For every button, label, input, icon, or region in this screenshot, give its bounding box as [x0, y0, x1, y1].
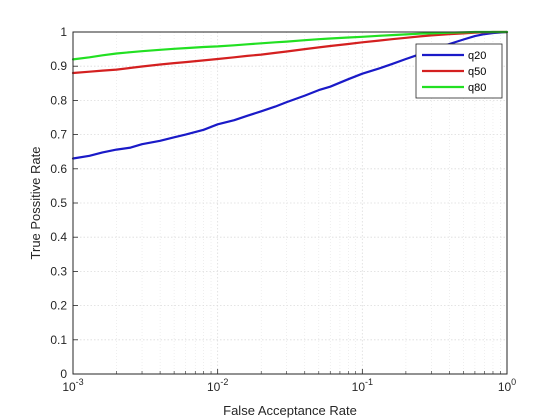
y-tick-label: 0.7: [50, 128, 67, 142]
x-tick-label: 100: [498, 377, 516, 394]
y-tick-label: 0.2: [50, 299, 67, 313]
y-tick-label: 0.9: [50, 59, 67, 73]
x-tick-label: 10-1: [352, 377, 373, 394]
y-tick-label: 0.8: [50, 93, 67, 107]
series-line-q80: [71, 30, 509, 61]
y-tick-label: 0: [60, 367, 67, 381]
x-tick-base: 10: [62, 380, 76, 394]
y-tick-label: 0.4: [50, 230, 67, 244]
series-line-q50: [71, 30, 509, 75]
x-tick-exponent: -1: [365, 377, 373, 387]
x-tick-exponent: -3: [76, 377, 84, 387]
x-axis-label: False Acceptance Rate: [223, 403, 357, 418]
y-tick-label: 0.5: [50, 196, 67, 210]
y-tick-label: 0.1: [50, 333, 67, 347]
x-tick-label: 10-3: [62, 377, 83, 394]
x-tick-exponent: 0: [511, 377, 516, 387]
x-tick-base: 10: [352, 380, 366, 394]
x-tick-label: 10-2: [207, 377, 228, 394]
x-tick-labels: 10-3 10-2 10-1 100: [62, 377, 516, 394]
axis-ticks: [72, 31, 501, 375]
legend: q20 q50 q80: [415, 43, 503, 99]
legend-label-q20: q20: [468, 50, 486, 62]
y-tick-label: 1: [60, 25, 67, 39]
x-tick-base: 10: [207, 380, 221, 394]
y-tick-labels: 0 0.1 0.2 0.3 0.4 0.5 0.6 0.7 0.8 0.9 1: [50, 25, 67, 381]
legend-label-q80: q80: [468, 82, 486, 94]
y-tick-label: 0.3: [50, 264, 67, 278]
y-tick-label: 0.6: [50, 162, 67, 176]
x-tick-base: 10: [498, 380, 512, 394]
x-tick-exponent: -2: [220, 377, 228, 387]
legend-label-q50: q50: [468, 66, 486, 78]
y-axis-label: True Possitive Rate: [28, 147, 43, 260]
